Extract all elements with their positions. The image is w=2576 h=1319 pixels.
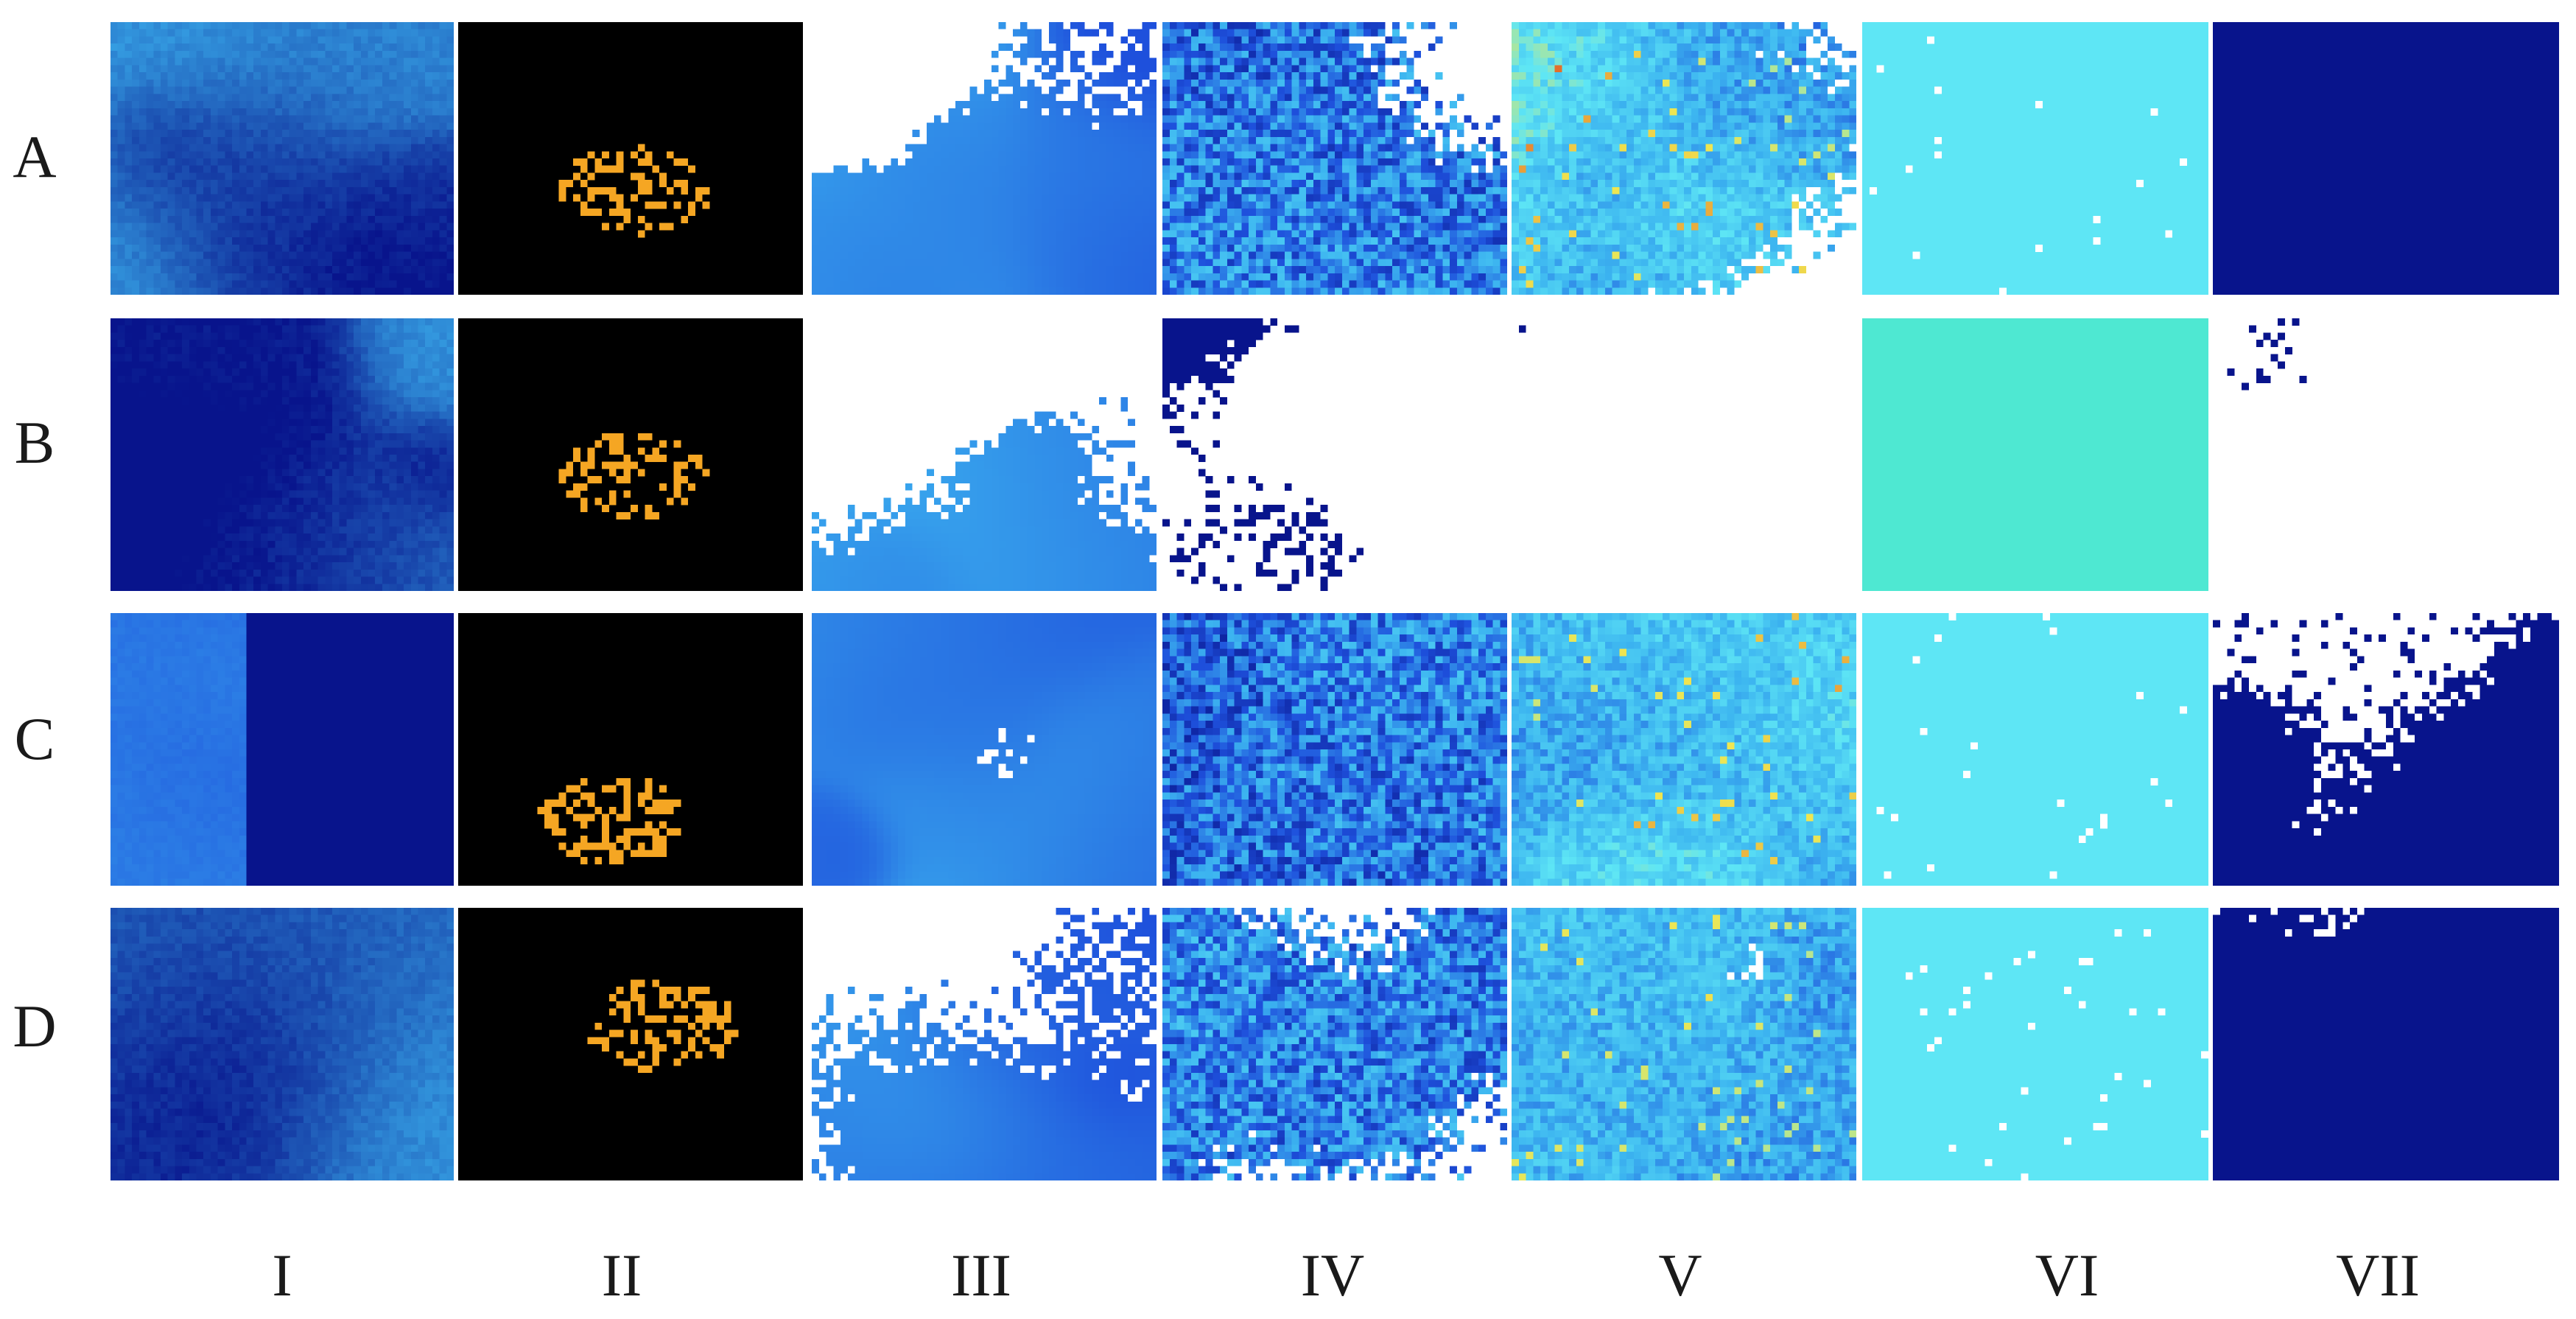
panel-a-6 <box>1862 22 2208 295</box>
col-label-4: IV <box>1259 1245 1406 1306</box>
panel-image <box>1162 318 1507 591</box>
col-label-1: I <box>208 1245 356 1306</box>
panel-b-5 <box>1512 318 1856 591</box>
col-label-2: II <box>548 1245 695 1306</box>
row-label-d: D <box>1 996 68 1057</box>
panel-image <box>1162 22 1507 295</box>
panel-image <box>458 22 803 295</box>
panel-a-4 <box>1162 22 1507 295</box>
panel-a-7 <box>2213 22 2559 295</box>
panel-b-6 <box>1862 318 2208 591</box>
panel-image <box>1862 613 2208 886</box>
panel-image <box>1862 908 2208 1180</box>
panel-image <box>458 613 803 886</box>
panel-image <box>2213 908 2559 1180</box>
panel-image <box>1512 908 1856 1180</box>
panel-image <box>2213 613 2559 886</box>
panel-a-1 <box>110 22 454 295</box>
panel-image <box>1862 318 2208 591</box>
panel-image <box>2213 22 2559 295</box>
panel-c-4 <box>1162 613 1507 886</box>
panel-image <box>812 22 1157 295</box>
panel-b-4 <box>1162 318 1507 591</box>
panel-d-1 <box>110 908 454 1180</box>
panel-image <box>1512 613 1856 886</box>
panel-c-3 <box>812 613 1157 886</box>
panel-image <box>1512 22 1856 295</box>
panel-image <box>812 318 1157 591</box>
panel-image <box>2213 318 2559 591</box>
panel-a-2 <box>458 22 803 295</box>
col-label-7: VII <box>2304 1245 2452 1306</box>
panel-image <box>110 22 454 295</box>
panel-image <box>458 908 803 1180</box>
panel-c-2 <box>458 613 803 886</box>
panel-c-5 <box>1512 613 1856 886</box>
panel-image <box>1512 318 1856 591</box>
panel-image <box>110 908 454 1180</box>
panel-c-6 <box>1862 613 2208 886</box>
panel-d-6 <box>1862 908 2208 1180</box>
col-label-6: VI <box>1993 1245 2141 1306</box>
panel-d-2 <box>458 908 803 1180</box>
panel-b-7 <box>2213 318 2559 591</box>
panel-image <box>110 613 454 886</box>
row-label-b: B <box>1 413 68 473</box>
panel-image <box>1862 22 2208 295</box>
panel-image <box>1162 908 1507 1180</box>
panel-image <box>458 318 803 591</box>
row-label-a: A <box>1 127 68 187</box>
panel-c-7 <box>2213 613 2559 886</box>
panel-b-1 <box>110 318 454 591</box>
panel-a-3 <box>812 22 1157 295</box>
panel-image <box>812 908 1157 1180</box>
panel-b-3 <box>812 318 1157 591</box>
col-label-3: III <box>908 1245 1055 1306</box>
panel-d-7 <box>2213 908 2559 1180</box>
panel-d-3 <box>812 908 1157 1180</box>
panel-image <box>812 613 1157 886</box>
panel-b-2 <box>458 318 803 591</box>
panel-image <box>110 318 454 591</box>
panel-c-1 <box>110 613 454 886</box>
row-label-c: C <box>1 709 68 769</box>
panel-image <box>1162 613 1507 886</box>
col-label-5: V <box>1607 1245 1754 1306</box>
panel-a-5 <box>1512 22 1856 295</box>
panel-d-5 <box>1512 908 1856 1180</box>
panel-d-4 <box>1162 908 1507 1180</box>
